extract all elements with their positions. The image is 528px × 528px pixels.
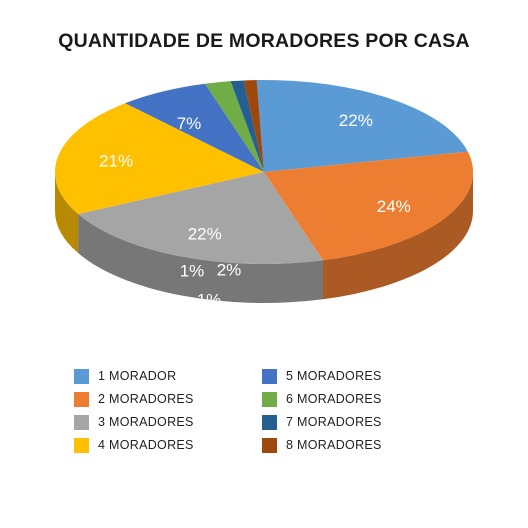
data-label-4-moradores: 21% <box>99 151 133 170</box>
legend-label: 4 MORADORES <box>98 438 194 452</box>
legend-swatch <box>262 368 277 384</box>
legend-swatch <box>262 414 277 430</box>
data-label-6-moradores: 2% <box>217 260 242 279</box>
pie-slice-1-morador <box>256 80 468 172</box>
pie-slice-3-moradores <box>78 172 324 264</box>
legend-label: 3 MORADORES <box>98 415 194 429</box>
legend-item-6-moradores: 6 MORADORES <box>262 389 382 409</box>
legend-item-5-moradores: 5 MORADORES <box>262 366 382 386</box>
legend-label: 8 MORADORES <box>286 438 382 452</box>
data-label-5-moradores: 7% <box>177 114 202 133</box>
pie-slice-6-moradores <box>204 81 264 172</box>
pie-slice-7-moradores <box>230 80 264 172</box>
legend-item-7-moradores: 7 MORADORES <box>262 412 382 432</box>
data-label-7-moradores: 1% <box>197 290 222 309</box>
legend-swatch <box>262 391 277 407</box>
pie-side-2-moradores <box>323 172 473 300</box>
chart-title: QUANTIDADE DE MORADORES POR CASA <box>58 30 470 52</box>
legend-item-3-moradores: 3 MORADORES <box>74 412 194 432</box>
legend-swatch <box>74 414 89 430</box>
legend-item-4-moradores: 4 MORADORES <box>74 435 194 455</box>
pie-side-4-moradores <box>55 172 79 254</box>
data-label-1-morador: 22% <box>339 111 373 130</box>
pie-slice-8-moradores <box>243 80 264 172</box>
pie-side-3-moradores <box>78 214 324 303</box>
legend-item-8-moradores: 8 MORADORES <box>262 435 382 455</box>
pie-labels: 22% 24% 22% 21% 7% 2% 1% 1% <box>99 111 411 309</box>
data-label-3-moradores: 22% <box>188 224 222 243</box>
data-label-2-moradores: 24% <box>377 197 411 216</box>
data-label-8-moradores: 1% <box>180 261 205 280</box>
legend-label: 1 MORADOR <box>98 369 177 383</box>
pie-slice-5-moradores <box>125 83 265 172</box>
legend-label: 2 MORADORES <box>98 392 194 406</box>
legend-swatch <box>74 391 89 407</box>
pie-tops <box>54 80 474 264</box>
pie-sides <box>55 172 473 303</box>
pie-slice-2-moradores <box>264 151 474 261</box>
legend-swatch <box>74 368 89 384</box>
pie-slice-4-moradores <box>54 103 264 215</box>
legend-label: 7 MORADORES <box>286 415 382 429</box>
legend-label: 5 MORADORES <box>286 369 382 383</box>
legend-swatch <box>262 437 277 453</box>
legend-item-1-morador: 1 MORADOR <box>74 366 176 386</box>
legend-label: 6 MORADORES <box>286 392 382 406</box>
legend-swatch <box>74 437 89 453</box>
legend-item-2-moradores: 2 MORADORES <box>74 389 194 409</box>
